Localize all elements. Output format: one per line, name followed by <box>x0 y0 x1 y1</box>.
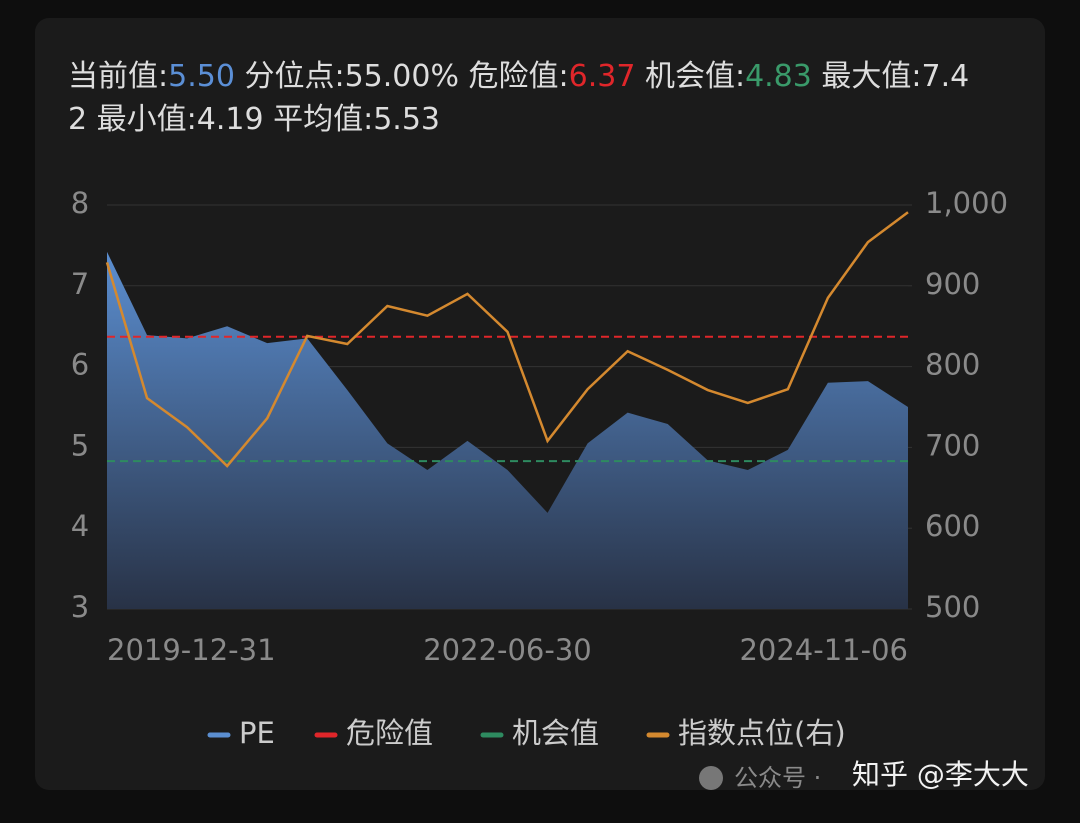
x-tick-label: 2022-06-30 <box>423 633 592 667</box>
header-value: 5.50 <box>168 59 235 94</box>
y-tick-label: 4 <box>71 509 89 543</box>
x-tick-label: 2019-12-31 <box>107 633 276 667</box>
y-tick-label: 6 <box>71 348 89 382</box>
header-label: 机会值: <box>644 59 746 94</box>
header-label: 平均值: <box>273 102 374 137</box>
header-value: 4.19 <box>196 102 264 137</box>
header-value: 4.83 <box>745 59 812 94</box>
header-label: 最大值: <box>821 59 922 94</box>
y2-tick-label: 700 <box>925 428 980 462</box>
header-value: 5.53 <box>373 102 440 137</box>
header-value: 7.42 <box>68 59 970 137</box>
y-tick-label: 7 <box>71 267 89 301</box>
watermark-text: 知乎 @李大大 <box>852 758 1029 791</box>
header-label: 当前值: <box>68 59 169 94</box>
y-tick-label: 3 <box>71 590 89 624</box>
index-line <box>105 211 909 468</box>
header-label: 分位点: <box>244 59 345 94</box>
y2-tick-label: 600 <box>925 509 980 543</box>
header-label: 危险值: <box>468 59 569 94</box>
legend-label: 危险值 <box>346 716 433 750</box>
y-tick-label: 8 <box>71 186 89 220</box>
y2-tick-label: 1,000 <box>925 186 1008 220</box>
watermark-icon <box>699 766 723 790</box>
legend-label: 指数点位(右) <box>678 716 846 750</box>
y2-tick-label: 500 <box>925 590 980 624</box>
legend-label: PE <box>239 716 275 750</box>
header: 当前值:5.50 分位点:55.00% 危险值:6.37 机会值:4.83 最大… <box>68 55 980 141</box>
header-label: 最小值: <box>96 102 197 137</box>
y2-tick-label: 900 <box>925 267 980 301</box>
y-tick-label: 5 <box>71 428 89 462</box>
legend-label: 机会值 <box>512 716 599 750</box>
watermark-text: 公众号 · <box>734 764 821 792</box>
y2-tick-label: 800 <box>925 348 980 382</box>
pe-area <box>107 251 908 609</box>
x-tick-label: 2024-11-06 <box>739 633 908 667</box>
header-value: 55.00% <box>344 59 459 94</box>
header-value: 6.37 <box>568 59 636 94</box>
